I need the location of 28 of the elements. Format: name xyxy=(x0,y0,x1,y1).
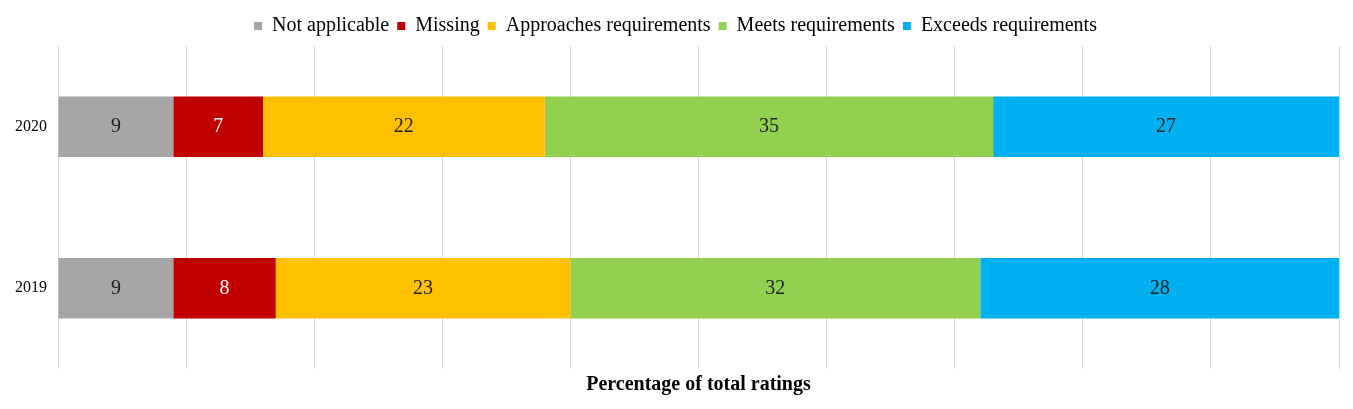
data-label: 22 xyxy=(393,114,414,136)
legend-label: Not applicable xyxy=(272,13,390,37)
data-label: 23 xyxy=(413,275,434,298)
x-axis-title: Percentage of total ratings xyxy=(586,372,811,396)
bar xyxy=(570,257,981,319)
bar xyxy=(58,257,174,319)
bar xyxy=(173,96,263,158)
bar xyxy=(262,96,545,158)
data-label: 9 xyxy=(110,114,121,136)
data-label: 35 xyxy=(758,114,779,136)
bar xyxy=(58,96,174,158)
data-label: 7 xyxy=(213,114,224,136)
legend-label: Exceeds requirements xyxy=(920,13,1098,37)
data-label: 28 xyxy=(1149,275,1170,298)
legend-label: Missing xyxy=(415,13,480,37)
data-label: 27 xyxy=(1156,114,1177,136)
data-label: 32 xyxy=(765,275,786,298)
legend-label: Meets requirements xyxy=(736,13,896,37)
bar xyxy=(173,257,276,319)
bar xyxy=(980,257,1339,319)
bar xyxy=(275,257,571,319)
bar xyxy=(544,96,994,158)
legend-label: Approaches requirements xyxy=(505,13,711,37)
data-label: 9 xyxy=(110,275,121,298)
y-tick-label: 2019 xyxy=(15,278,47,296)
data-label: 8 xyxy=(219,275,230,298)
bar xyxy=(993,96,1339,158)
y-tick-label: 2020 xyxy=(15,116,47,134)
